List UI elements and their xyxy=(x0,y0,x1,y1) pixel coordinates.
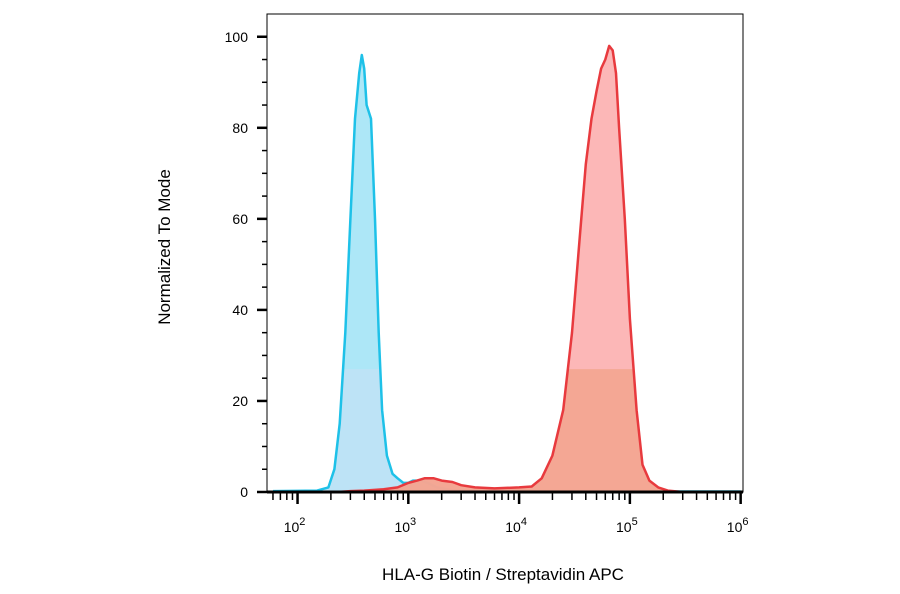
series-1-fill-lower xyxy=(273,369,741,492)
y-tick-label: 80 xyxy=(232,120,248,136)
series-layer xyxy=(272,44,741,492)
axes-layer: 0 20 40 60 80 100 102 103 104 105 106 xyxy=(225,14,749,535)
x-tick-label: 105 xyxy=(616,516,638,535)
series-1 xyxy=(272,53,741,492)
x-tick-label: 104 xyxy=(505,516,527,535)
series-2 xyxy=(337,44,683,492)
series-1-fill xyxy=(273,55,741,492)
y-tick-label: 20 xyxy=(232,393,248,409)
y-tick-label: 40 xyxy=(232,302,248,318)
x-axis-title: HLA-G Biotin / Streptavidin APC xyxy=(382,565,624,584)
y-axis-title: Normalized To Mode xyxy=(155,169,174,325)
y-tick-label: 0 xyxy=(240,484,248,500)
x-tick-label: 102 xyxy=(284,516,306,535)
series-2-line xyxy=(337,44,683,492)
x-tick-label: 106 xyxy=(727,516,749,535)
series-2-fill-lower xyxy=(337,369,683,492)
y-tick-label: 60 xyxy=(232,211,248,227)
plot-frame xyxy=(266,13,744,493)
x-tick-label: 103 xyxy=(394,516,416,535)
y-tick-label: 100 xyxy=(225,29,249,45)
